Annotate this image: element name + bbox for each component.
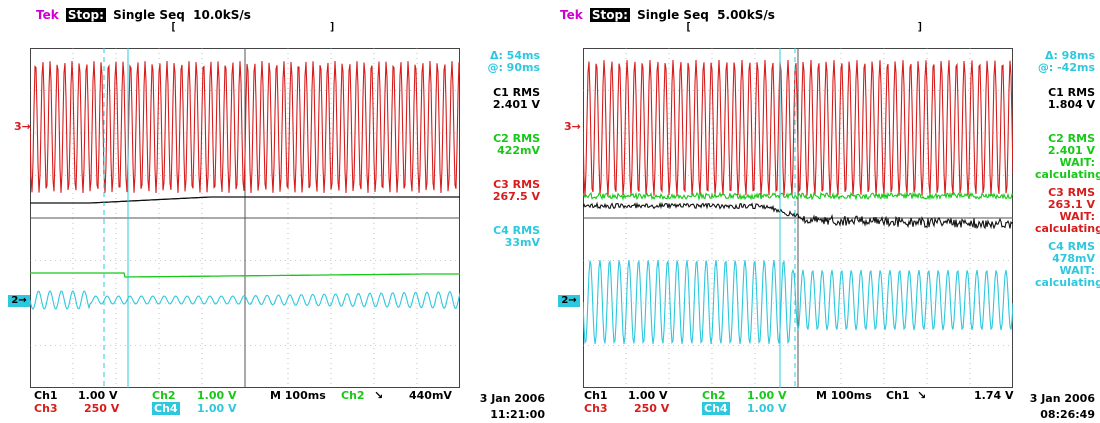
ch2-ch4-marker: 2→	[558, 295, 580, 307]
c2-rms: C2 RMS 2.401 V WAIT: calculating	[995, 133, 1095, 181]
datetime-right: 3 Jan 2006 08:26:49	[1015, 391, 1095, 423]
c4-rms: C4 RMS 33mV	[440, 225, 540, 249]
record-bar-left: [ ]	[170, 20, 336, 33]
c1-rms: C1 RMS 1.804 V	[995, 87, 1095, 111]
brand: Tek	[36, 8, 59, 22]
cursor-readout: Δ: 98ms @: -42ms	[995, 50, 1095, 74]
scope-screen-right	[583, 48, 1013, 388]
stop-indicator: Stop:	[590, 8, 630, 22]
ch2-ch4-marker: 2→	[8, 295, 30, 307]
channel-scales-right: Ch1 1.00 V Ch3 250 V Ch2 1.00 V Ch4 1.00…	[584, 389, 1014, 417]
ch3-marker: 3→	[14, 120, 31, 133]
measurements-right: Δ: 98ms @: -42ms C1 RMS 1.804 V C2 RMS 2.4…	[995, 50, 1095, 302]
c3-rms: C3 RMS 267.5 V	[440, 179, 540, 203]
c2-rms: C2 RMS 422mV	[440, 133, 540, 157]
scope-screen-left	[30, 48, 460, 388]
c1-rms: C1 RMS 2.401 V	[440, 87, 540, 111]
stop-indicator: Stop:	[66, 8, 106, 22]
datetime-left: 3 Jan 2006 11:21:00	[470, 391, 545, 423]
measurements-left: Δ: 54ms @: 90ms C1 RMS 2.401 V C2 RMS 422m…	[440, 50, 540, 262]
channel-scales-left: Ch1 1.00 V Ch3 250 V Ch2 1.00 V Ch4 1.00…	[34, 389, 464, 417]
ch3-marker: 3→	[564, 120, 581, 133]
c4-rms: C4 RMS 478mV WAIT: calculating	[995, 241, 1095, 289]
brand: Tek	[560, 8, 583, 22]
scope-panel-left: Tek Stop: Single Seq 10.0kS/s [ ] 3→ 2→ …	[0, 0, 550, 423]
c3-rms: C3 RMS 263.1 V WAIT: calculating	[995, 187, 1095, 235]
record-bar-right: [ ]	[685, 20, 923, 33]
cursor-readout: Δ: 54ms @: 90ms	[440, 50, 540, 74]
scope-panel-right: Tek Stop: Single Seq 5.00kS/s [ ] 3→ 2→ …	[550, 0, 1100, 423]
